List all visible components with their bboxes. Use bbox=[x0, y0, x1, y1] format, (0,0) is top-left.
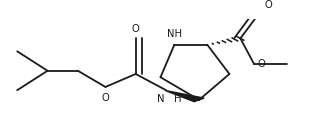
Text: N: N bbox=[157, 94, 165, 104]
Text: NH: NH bbox=[167, 29, 182, 39]
Text: O: O bbox=[102, 93, 109, 103]
Text: O: O bbox=[132, 24, 140, 34]
Text: O: O bbox=[264, 0, 272, 10]
Text: H: H bbox=[174, 94, 181, 104]
Text: O: O bbox=[257, 59, 265, 69]
Polygon shape bbox=[165, 90, 204, 102]
